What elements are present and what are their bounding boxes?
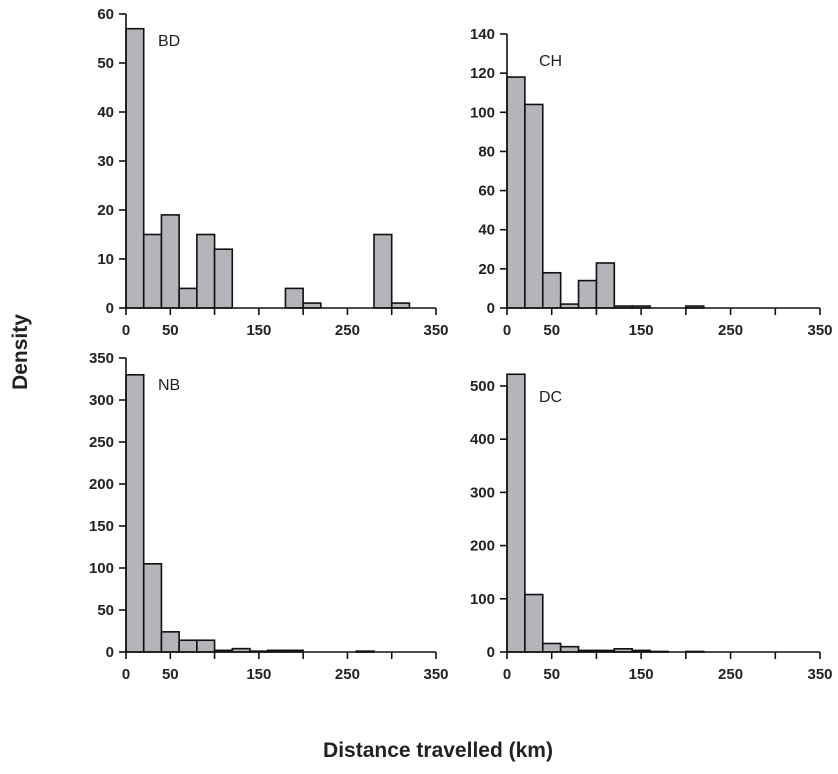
y-tick-label: 100 <box>470 104 495 121</box>
x-tick-label: 150 <box>246 322 271 339</box>
y-tick-label: 0 <box>487 644 495 661</box>
histogram-bar <box>142 562 163 653</box>
x-tick-label: 50 <box>543 322 560 339</box>
y-tick-label: 250 <box>89 434 114 451</box>
x-tick-label: 250 <box>335 322 360 339</box>
x-tick-label: 50 <box>162 322 179 339</box>
y-tick-label: 100 <box>89 560 114 577</box>
panel-bd: 0 10 20 30 40 50 60 0 50 150 250 350 BD <box>97 6 448 339</box>
y-tick-label: 300 <box>89 392 114 409</box>
panel-label: DC <box>539 389 562 406</box>
histogram-bar <box>524 103 544 309</box>
y-tick-label: 400 <box>470 431 495 448</box>
histogram-bar <box>196 639 216 653</box>
histogram-bar <box>125 27 145 309</box>
x-tick-label: 150 <box>246 666 271 683</box>
panel-dc: 0 100 200 300 400 500 0 50 150 250 350 DC <box>470 373 833 683</box>
y-tick-label: 100 <box>470 591 495 608</box>
histogram-bar <box>373 233 393 309</box>
panel-label: BD <box>158 33 180 50</box>
histogram-bar <box>142 233 163 309</box>
x-tick-label: 250 <box>718 666 743 683</box>
x-tick-label: 350 <box>423 666 448 683</box>
x-tick-label: 350 <box>423 322 448 339</box>
histogram-bar <box>125 373 145 653</box>
x-tick-label: 0 <box>503 322 511 339</box>
y-tick-label: 150 <box>89 518 114 535</box>
panel-ch: 0 20 40 60 80 100 120 140 0 50 150 250 350 CH <box>470 26 833 339</box>
y-tick-label: 20 <box>478 261 495 278</box>
histogram-bar <box>213 248 234 309</box>
histogram-bar <box>160 631 180 653</box>
y-tick-label: 350 <box>89 350 114 367</box>
y-tick-label: 200 <box>470 538 495 555</box>
x-tick-label: 350 <box>807 322 832 339</box>
x-tick-label: 0 <box>122 666 130 683</box>
x-tick-label: 250 <box>335 666 360 683</box>
y-tick-label: 50 <box>97 602 114 619</box>
panel-nb: 0 50 100 150 200 250 300 350 0 50 150 250 350 NB <box>89 350 449 683</box>
panel-label: NB <box>158 377 180 394</box>
histogram-bar <box>178 639 198 653</box>
y-tick-label: 200 <box>89 476 114 493</box>
y-tick-label: 40 <box>97 104 114 121</box>
x-tick-label: 50 <box>162 666 179 683</box>
x-tick-label: 150 <box>629 322 654 339</box>
histogram-bar <box>196 233 216 309</box>
histogram-bar <box>160 214 180 309</box>
y-tick-label: 0 <box>106 300 114 317</box>
histogram-bar <box>595 262 616 309</box>
y-axis-title: Density <box>9 314 32 390</box>
x-tick-label: 150 <box>629 666 654 683</box>
y-tick-label: 140 <box>470 26 495 43</box>
x-tick-label: 50 <box>543 666 560 683</box>
x-tick-label: 350 <box>807 666 832 683</box>
histogram-bar <box>284 287 304 309</box>
histogram-bar <box>577 279 598 309</box>
y-tick-label: 40 <box>478 222 495 239</box>
x-tick-label: 0 <box>122 322 130 339</box>
histogram-bar <box>178 287 198 309</box>
histogram-bar <box>541 271 562 309</box>
histogram-bar <box>506 373 526 653</box>
y-tick-label: 80 <box>478 143 495 160</box>
y-tick-label: 0 <box>487 300 495 317</box>
x-tick-label: 0 <box>503 666 511 683</box>
histogram-bar <box>524 593 544 653</box>
y-tick-label: 10 <box>97 251 114 268</box>
histogram-bar <box>506 76 526 309</box>
x-tick-label: 250 <box>718 322 743 339</box>
y-tick-label: 0 <box>106 644 114 661</box>
y-tick-label: 500 <box>470 378 495 395</box>
y-tick-label: 300 <box>470 484 495 501</box>
y-tick-label: 50 <box>97 55 114 72</box>
y-tick-label: 20 <box>97 202 114 219</box>
y-tick-label: 120 <box>470 65 495 82</box>
y-tick-label: 30 <box>97 153 114 170</box>
y-tick-label: 60 <box>97 6 114 23</box>
x-axis-title: Distance travelled (km) <box>323 739 553 762</box>
y-tick-label: 60 <box>478 183 495 200</box>
panels-group: 0 10 20 30 40 50 60 0 50 150 250 350 BD 0 20 40 60 80 100 1… <box>89 6 833 683</box>
histogram-bar <box>541 642 562 653</box>
panel-label: CH <box>539 53 562 70</box>
